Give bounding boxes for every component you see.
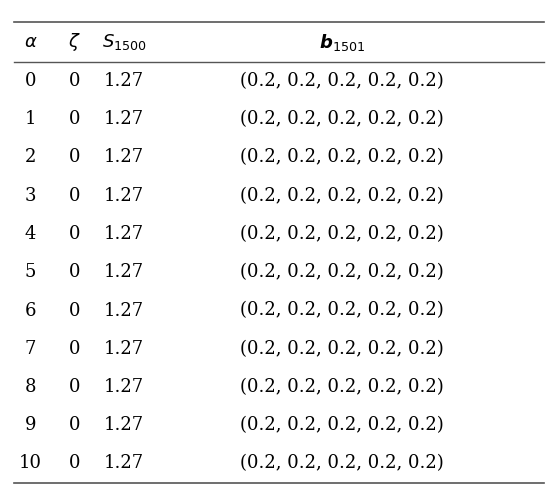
Text: 8: 8	[25, 378, 36, 396]
Text: (0.2, 0.2, 0.2, 0.2, 0.2): (0.2, 0.2, 0.2, 0.2, 0.2)	[240, 416, 444, 434]
Text: 10: 10	[19, 454, 42, 473]
Text: 5: 5	[25, 263, 36, 281]
Text: 1.27: 1.27	[104, 416, 144, 434]
Text: 1.27: 1.27	[104, 454, 144, 473]
Text: (0.2, 0.2, 0.2, 0.2, 0.2): (0.2, 0.2, 0.2, 0.2, 0.2)	[240, 187, 444, 205]
Text: $\alpha$: $\alpha$	[24, 33, 37, 51]
Text: 0: 0	[69, 378, 80, 396]
Text: 1.27: 1.27	[104, 225, 144, 243]
Text: 1.27: 1.27	[104, 340, 144, 358]
Text: 9: 9	[25, 416, 36, 434]
Text: 0: 0	[69, 416, 80, 434]
Text: 0: 0	[69, 301, 80, 319]
Text: 0: 0	[69, 225, 80, 243]
Text: 6: 6	[25, 301, 36, 319]
Text: 0: 0	[69, 148, 80, 166]
Text: 1.27: 1.27	[104, 72, 144, 90]
Text: (0.2, 0.2, 0.2, 0.2, 0.2): (0.2, 0.2, 0.2, 0.2, 0.2)	[240, 110, 444, 128]
Text: 1.27: 1.27	[104, 263, 144, 281]
Text: 3: 3	[25, 187, 36, 205]
Text: (0.2, 0.2, 0.2, 0.2, 0.2): (0.2, 0.2, 0.2, 0.2, 0.2)	[240, 340, 444, 358]
Text: 7: 7	[25, 340, 36, 358]
Text: 1.27: 1.27	[104, 148, 144, 166]
Text: 4: 4	[25, 225, 36, 243]
Text: 0: 0	[69, 72, 80, 90]
Text: 0: 0	[69, 454, 80, 473]
Text: 0: 0	[69, 263, 80, 281]
Text: $\zeta$: $\zeta$	[68, 31, 81, 53]
Text: 2: 2	[25, 148, 36, 166]
Text: 1: 1	[25, 110, 36, 128]
Text: 1.27: 1.27	[104, 110, 144, 128]
Text: 0: 0	[69, 340, 80, 358]
Text: (0.2, 0.2, 0.2, 0.2, 0.2): (0.2, 0.2, 0.2, 0.2, 0.2)	[240, 301, 444, 319]
Text: 0: 0	[25, 72, 36, 90]
Text: $\boldsymbol{b}_{1501}$: $\boldsymbol{b}_{1501}$	[319, 32, 365, 52]
Text: 0: 0	[69, 187, 80, 205]
Text: 1.27: 1.27	[104, 301, 144, 319]
Text: 0: 0	[69, 110, 80, 128]
Text: (0.2, 0.2, 0.2, 0.2, 0.2): (0.2, 0.2, 0.2, 0.2, 0.2)	[240, 454, 444, 473]
Text: (0.2, 0.2, 0.2, 0.2, 0.2): (0.2, 0.2, 0.2, 0.2, 0.2)	[240, 378, 444, 396]
Text: (0.2, 0.2, 0.2, 0.2, 0.2): (0.2, 0.2, 0.2, 0.2, 0.2)	[240, 72, 444, 90]
Text: (0.2, 0.2, 0.2, 0.2, 0.2): (0.2, 0.2, 0.2, 0.2, 0.2)	[240, 148, 444, 166]
Text: (0.2, 0.2, 0.2, 0.2, 0.2): (0.2, 0.2, 0.2, 0.2, 0.2)	[240, 225, 444, 243]
Text: 1.27: 1.27	[104, 378, 144, 396]
Text: (0.2, 0.2, 0.2, 0.2, 0.2): (0.2, 0.2, 0.2, 0.2, 0.2)	[240, 263, 444, 281]
Text: $S_{1500}$: $S_{1500}$	[102, 32, 146, 52]
Text: 1.27: 1.27	[104, 187, 144, 205]
